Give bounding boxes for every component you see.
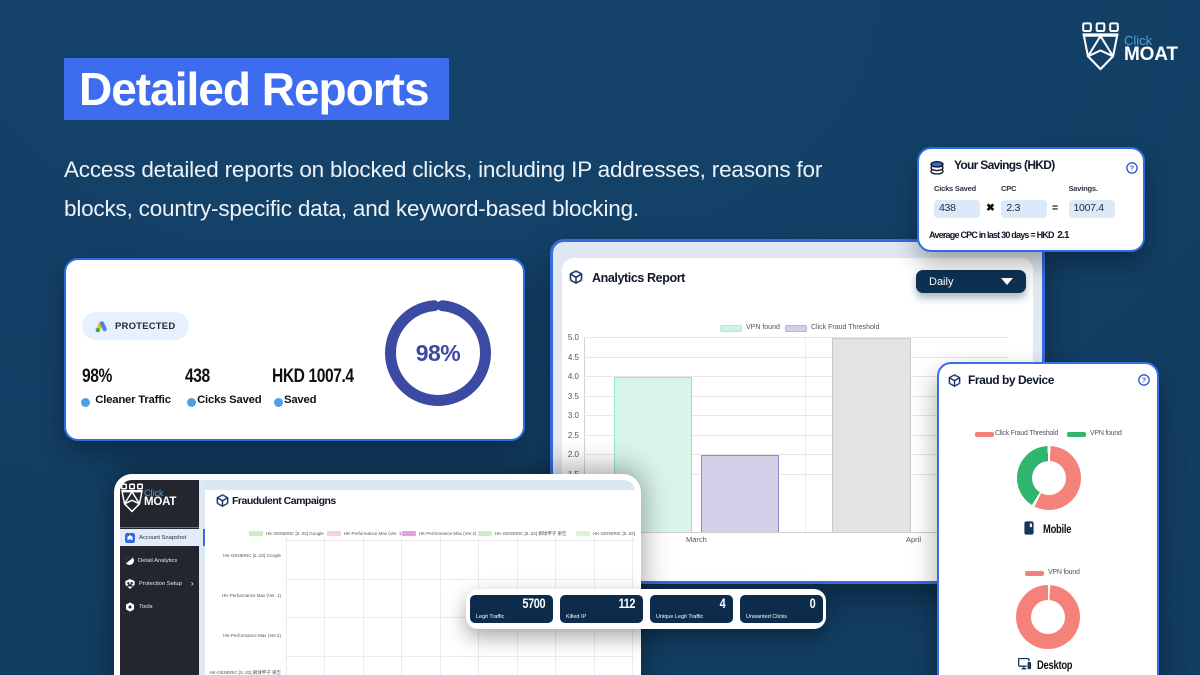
svg-text:?: ?	[1130, 164, 1135, 173]
svg-text:?: ?	[1142, 375, 1147, 384]
